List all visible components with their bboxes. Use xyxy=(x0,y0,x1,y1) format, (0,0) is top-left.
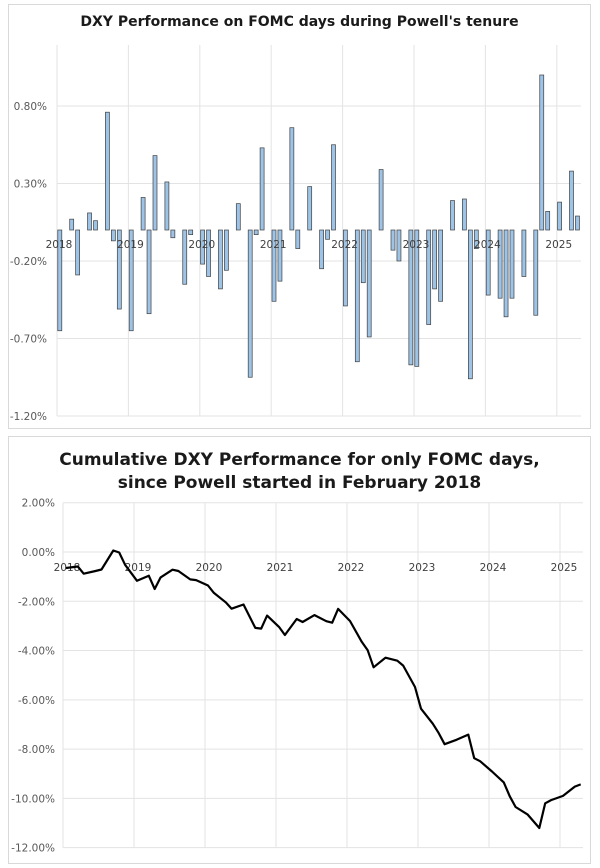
x-tick-label: 2025 xyxy=(551,562,578,574)
bar xyxy=(116,229,122,310)
bar xyxy=(152,155,158,231)
bar xyxy=(533,229,539,316)
bar xyxy=(426,229,432,325)
y-tick-label: -4.00% xyxy=(18,646,55,658)
bar xyxy=(200,229,205,265)
bar xyxy=(414,229,420,367)
bar xyxy=(319,229,324,270)
bar xyxy=(396,229,402,262)
bar xyxy=(462,198,467,231)
bar xyxy=(473,229,479,249)
bar xyxy=(75,229,81,276)
bar xyxy=(128,229,134,332)
bar xyxy=(277,229,283,282)
bar xyxy=(110,229,116,242)
x-tick-label: 2021 xyxy=(260,239,287,251)
x-tick-label: 2018 xyxy=(46,239,73,251)
bar xyxy=(378,169,384,231)
bar xyxy=(235,203,241,231)
bar xyxy=(140,197,146,231)
bar xyxy=(450,200,455,231)
bar xyxy=(408,229,414,366)
bar xyxy=(164,181,170,231)
bar xyxy=(545,211,551,231)
chart-title-line-2: since Powell started in February 2018 xyxy=(117,473,482,493)
bar xyxy=(247,229,253,378)
y-tick-label: 0.00% xyxy=(22,547,55,559)
bar xyxy=(218,229,223,290)
bar xyxy=(253,229,259,236)
chart-title-line-1: Cumulative DXY Performance for only FOMC… xyxy=(59,450,540,470)
bar xyxy=(343,229,348,307)
bar xyxy=(289,127,295,231)
bar xyxy=(366,229,372,338)
y-tick-label: -0.70% xyxy=(10,334,47,346)
bar xyxy=(503,229,509,318)
x-tick-label: 2024 xyxy=(480,562,507,574)
y-tick-label: -1.20% xyxy=(10,411,47,423)
x-tick-label: 2021 xyxy=(267,562,294,574)
bar xyxy=(569,170,574,231)
bar xyxy=(485,229,491,296)
y-tick-label: -0.20% xyxy=(10,256,47,268)
bar xyxy=(188,229,194,236)
x-tick-label: 2022 xyxy=(338,562,365,574)
bar xyxy=(331,144,336,231)
y-tick-label: -6.00% xyxy=(18,695,55,707)
bar xyxy=(182,229,188,285)
y-tick-label: -12.00% xyxy=(11,843,55,855)
bar xyxy=(539,74,545,231)
x-tick-label: 2025 xyxy=(545,239,572,251)
bar xyxy=(521,229,527,277)
bar xyxy=(146,229,152,315)
x-tick-label: 2024 xyxy=(474,239,501,251)
bar xyxy=(307,186,313,231)
x-tick-label: 2020 xyxy=(196,562,223,574)
y-tick-label: -2.00% xyxy=(18,596,55,608)
bar xyxy=(438,229,443,302)
y-tick-label: -8.00% xyxy=(18,744,55,756)
bar xyxy=(468,229,473,380)
x-tick-label: 2019 xyxy=(117,239,144,251)
bar xyxy=(575,215,580,231)
x-tick-label: 2023 xyxy=(409,562,436,574)
y-tick-label: -10.00% xyxy=(11,793,55,805)
bar xyxy=(432,229,437,290)
bar xyxy=(390,229,396,251)
bar xyxy=(354,229,360,363)
cumulative-performance-chart: Cumulative DXY Performance for only FOMC… xyxy=(8,436,591,864)
bar xyxy=(360,229,366,284)
bar xyxy=(259,147,265,231)
x-tick-label: 2022 xyxy=(331,239,358,251)
bar xyxy=(57,229,63,332)
bar xyxy=(105,111,110,231)
chart-title: DXY Performance on FOMC days during Powe… xyxy=(80,14,519,30)
cumulative-line xyxy=(65,549,582,830)
bar xyxy=(509,229,515,299)
y-tick-label: 0.30% xyxy=(14,179,47,191)
y-tick-label: 0.80% xyxy=(14,101,47,113)
bar xyxy=(557,201,562,231)
bar xyxy=(295,229,301,249)
bar xyxy=(87,212,92,231)
bar xyxy=(271,229,277,302)
y-tick-label: 2.00% xyxy=(22,498,55,510)
bar xyxy=(224,229,229,271)
x-tick-label: 2020 xyxy=(188,239,215,251)
bar xyxy=(69,218,75,231)
x-tick-label: 2019 xyxy=(125,562,152,574)
x-tick-label: 2023 xyxy=(403,239,430,251)
bar xyxy=(93,220,98,231)
bar xyxy=(497,229,503,299)
bar xyxy=(206,229,211,277)
bar xyxy=(325,229,330,240)
bar xyxy=(170,229,176,239)
